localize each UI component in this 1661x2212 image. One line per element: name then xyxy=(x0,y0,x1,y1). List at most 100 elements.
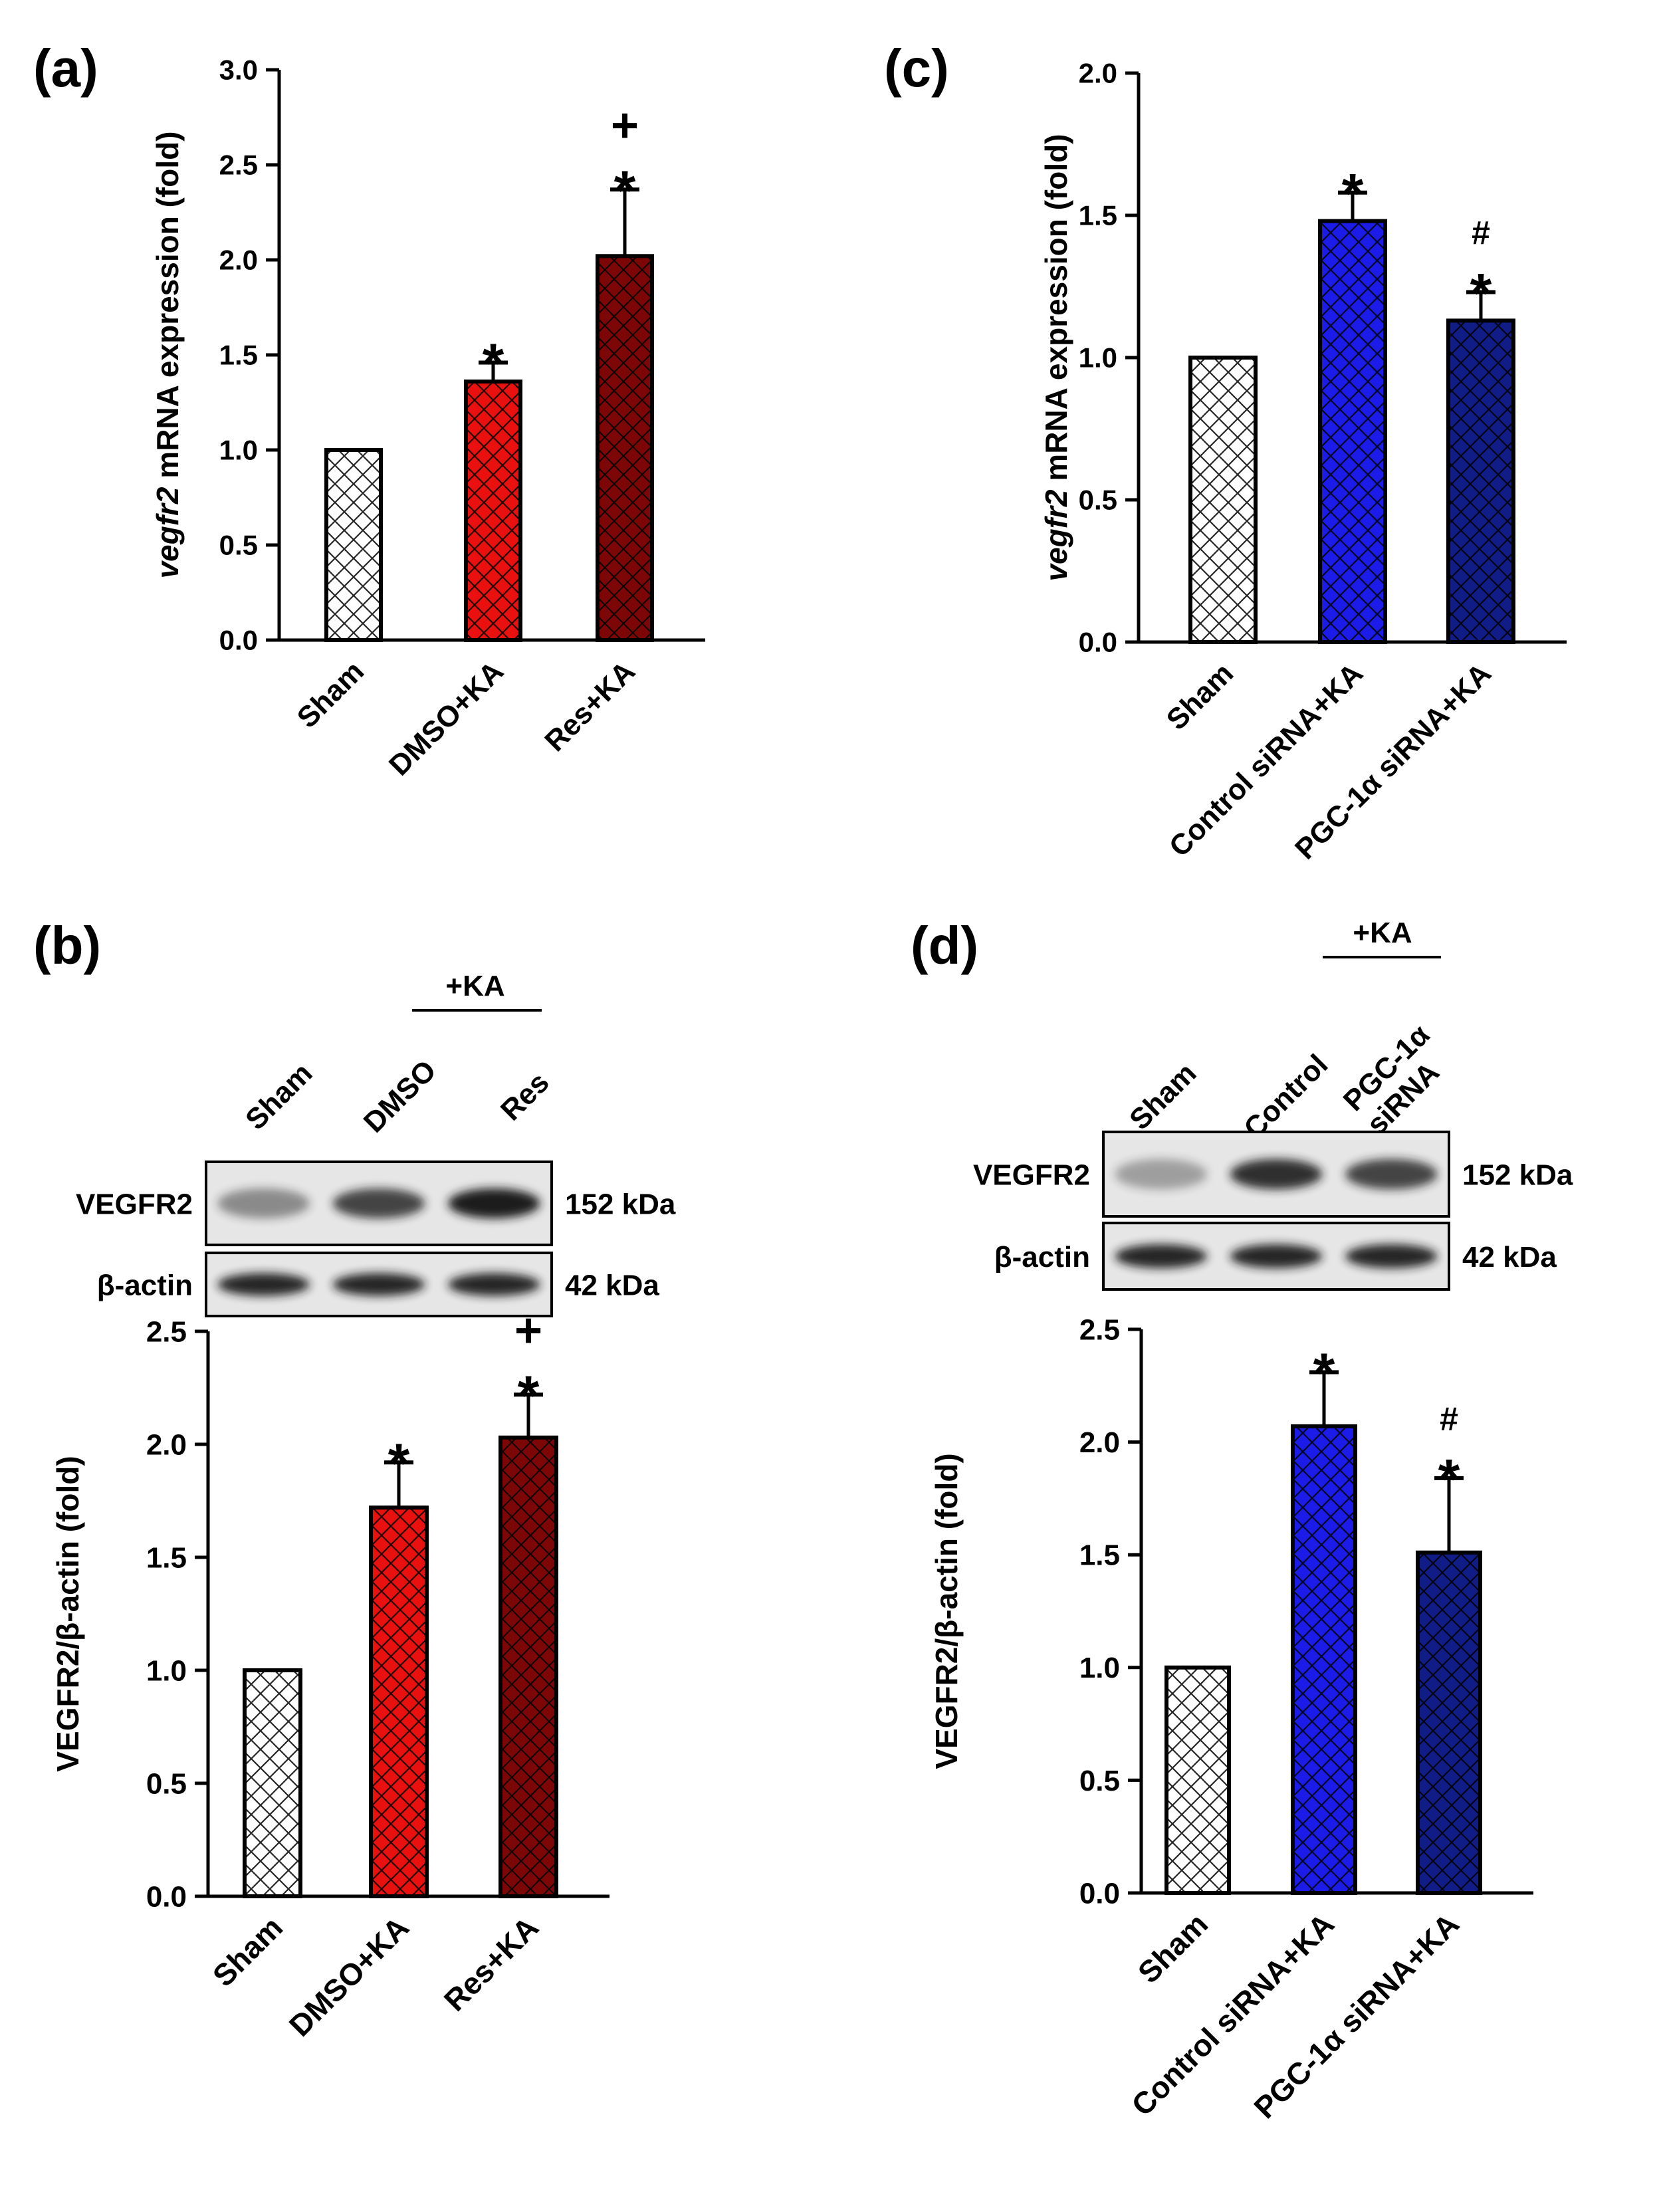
panel-label: (d) xyxy=(911,916,978,975)
bar-hatch xyxy=(1293,1426,1355,1893)
category-label: DMSO+KA xyxy=(282,1910,415,2043)
bar-outline xyxy=(1188,356,1258,644)
y-tick-label: 2.0 xyxy=(146,1428,187,1461)
y-axis-label-text: VEGFR2/β-actin (fold) xyxy=(51,1456,85,1771)
blot-band xyxy=(448,1188,540,1218)
bar-chart-2: 0.0 0.5 1.0 1.5 2.0 2.5 VEGFR2/β-actin (fold) S… xyxy=(51,1304,609,2043)
y-axis-label-text: VEGFR2/β-actin (fold) xyxy=(929,1453,964,1769)
significance-star: * xyxy=(614,159,636,221)
y-tick-label: 1.0 xyxy=(1079,342,1117,374)
y-tick-label: 0.0 xyxy=(219,625,258,656)
y-tick-label: 1.0 xyxy=(1079,1652,1120,1684)
category-label: Res+KA xyxy=(538,655,641,758)
blot-band xyxy=(1230,1159,1323,1190)
y-axis-label: VEGFR2/β-actin (fold) xyxy=(51,1456,85,1771)
blot-band xyxy=(332,1188,425,1218)
significance-mark: # xyxy=(1440,1400,1458,1438)
category-label: Sham xyxy=(1131,1906,1214,1989)
y-axis-label-text: mRNA expression (fold) xyxy=(150,131,185,487)
bar-hatch xyxy=(245,1670,300,1896)
y-axis-label: vegfr2 mRNA expression (fold) xyxy=(150,131,185,578)
y-tick-label: 1.5 xyxy=(1079,1539,1120,1572)
y-axis-label-text: mRNA expression (fold) xyxy=(1039,134,1073,489)
ka-label: +KA xyxy=(445,970,504,1002)
category-label: PGC-1α siRNA+KA xyxy=(1247,1906,1466,2125)
y-tick-label: 1.0 xyxy=(219,435,258,466)
bar-hatch xyxy=(326,450,381,640)
category-label: Sham xyxy=(206,1910,289,1993)
y-tick-label: 0.0 xyxy=(1079,627,1117,658)
kda-label: 42 kDa xyxy=(1462,1241,1557,1273)
category-label: Sham xyxy=(291,655,370,734)
bar-chart-3: 0.0 0.5 1.0 1.5 2.0 vegfr2 mRNA expression (f… xyxy=(884,39,1567,865)
lane-label: DMSO xyxy=(358,1054,443,1139)
bar-outline xyxy=(1164,1665,1231,1896)
protein-label: β-actin xyxy=(97,1270,193,1302)
bar-hatch xyxy=(466,382,520,640)
bar-hatch xyxy=(1320,221,1385,642)
bar-outline xyxy=(324,448,383,642)
category-label: Res+KA xyxy=(437,1910,545,2017)
significance-star: * xyxy=(518,1364,540,1426)
protein-label: VEGFR2 xyxy=(973,1159,1090,1192)
y-tick-label: 0.5 xyxy=(146,1767,187,1800)
significance-mark: + xyxy=(611,99,639,152)
western-blot-1: (b) +KA Sham DMSO Res VEGFR2 152 kDa β-actin 42 … xyxy=(33,916,676,1317)
blot-band xyxy=(1230,1244,1323,1268)
y-tick-label: 2.0 xyxy=(1079,1426,1120,1459)
significance-star: * xyxy=(388,1432,410,1494)
y-tick-label: 1.0 xyxy=(146,1654,187,1687)
lane-label: PGC-1αsiRNA xyxy=(1337,1018,1460,1141)
western-blot-2: (d) +KA Sham Control PGC-1αsiRNA VEGFR2 152 kD… xyxy=(911,916,1573,1291)
significance-star: * xyxy=(1342,162,1364,225)
protein-label: β-actin xyxy=(994,1241,1090,1273)
y-tick-label: 2.0 xyxy=(219,245,258,276)
lane-label: Sham xyxy=(1123,1057,1202,1136)
significance-star: * xyxy=(483,332,504,395)
bar-hatch xyxy=(371,1507,427,1896)
significance-star: * xyxy=(1470,262,1492,324)
y-axis-label: VEGFR2/β-actin (fold) xyxy=(929,1453,964,1769)
lane-label: Sham xyxy=(239,1057,318,1136)
bar-hatch xyxy=(598,256,652,640)
significance-star: * xyxy=(1313,1342,1335,1404)
blot-band xyxy=(1345,1159,1438,1190)
blot-band xyxy=(217,1273,310,1296)
blot-band xyxy=(332,1273,425,1296)
y-tick-label: 2.5 xyxy=(219,150,258,181)
kda-label: 42 kDa xyxy=(565,1270,659,1302)
y-tick-label: 2.5 xyxy=(1079,1313,1120,1346)
bar-hatch xyxy=(1418,1552,1480,1893)
panel-label: (c) xyxy=(884,39,949,98)
ka-label: +KA xyxy=(1353,917,1412,949)
blot-band xyxy=(1345,1244,1438,1268)
protein-label: VEGFR2 xyxy=(76,1188,193,1221)
kda-label: 152 kDa xyxy=(1462,1159,1573,1192)
bar-hatch xyxy=(1166,1667,1229,1893)
y-tick-label: 1.5 xyxy=(146,1541,187,1574)
kda-label: 152 kDa xyxy=(565,1188,676,1221)
lane-label: Control xyxy=(1238,1048,1334,1145)
y-tick-label: 0.5 xyxy=(219,530,258,561)
panel-label: (b) xyxy=(33,916,101,975)
y-axis-label: vegfr2 mRNA expression (fold) xyxy=(1039,134,1073,581)
panel-label: (a) xyxy=(33,39,98,98)
y-tick-label: 2.5 xyxy=(146,1315,187,1348)
lane-label: Res xyxy=(495,1066,556,1127)
bar-chart-4: 0.0 0.5 1.0 1.5 2.0 2.5 VEGFR2/β-actin (fold) S… xyxy=(929,1313,1533,2125)
bar-chart-1: 0.0 0.5 1.0 1.5 2.0 2.5 3.0 vegfr2 mRNA express… xyxy=(33,39,705,782)
bar-hatch xyxy=(1448,320,1513,642)
blot-band xyxy=(1115,1159,1207,1190)
y-axis-label-italic: vegfr2 xyxy=(1039,489,1073,581)
blot-band xyxy=(448,1273,540,1296)
y-tick-label: 0.5 xyxy=(1079,1765,1120,1797)
y-tick-label: 1.5 xyxy=(1079,200,1117,231)
bar-hatch xyxy=(500,1437,556,1896)
y-tick-label: 0.5 xyxy=(1079,485,1117,516)
bar-hatch xyxy=(1190,358,1256,642)
blot-band xyxy=(1115,1244,1207,1268)
bar-outline xyxy=(243,1668,302,1898)
y-tick-label: 0.0 xyxy=(146,1880,187,1913)
y-tick-label: 0.0 xyxy=(1079,1877,1120,1910)
